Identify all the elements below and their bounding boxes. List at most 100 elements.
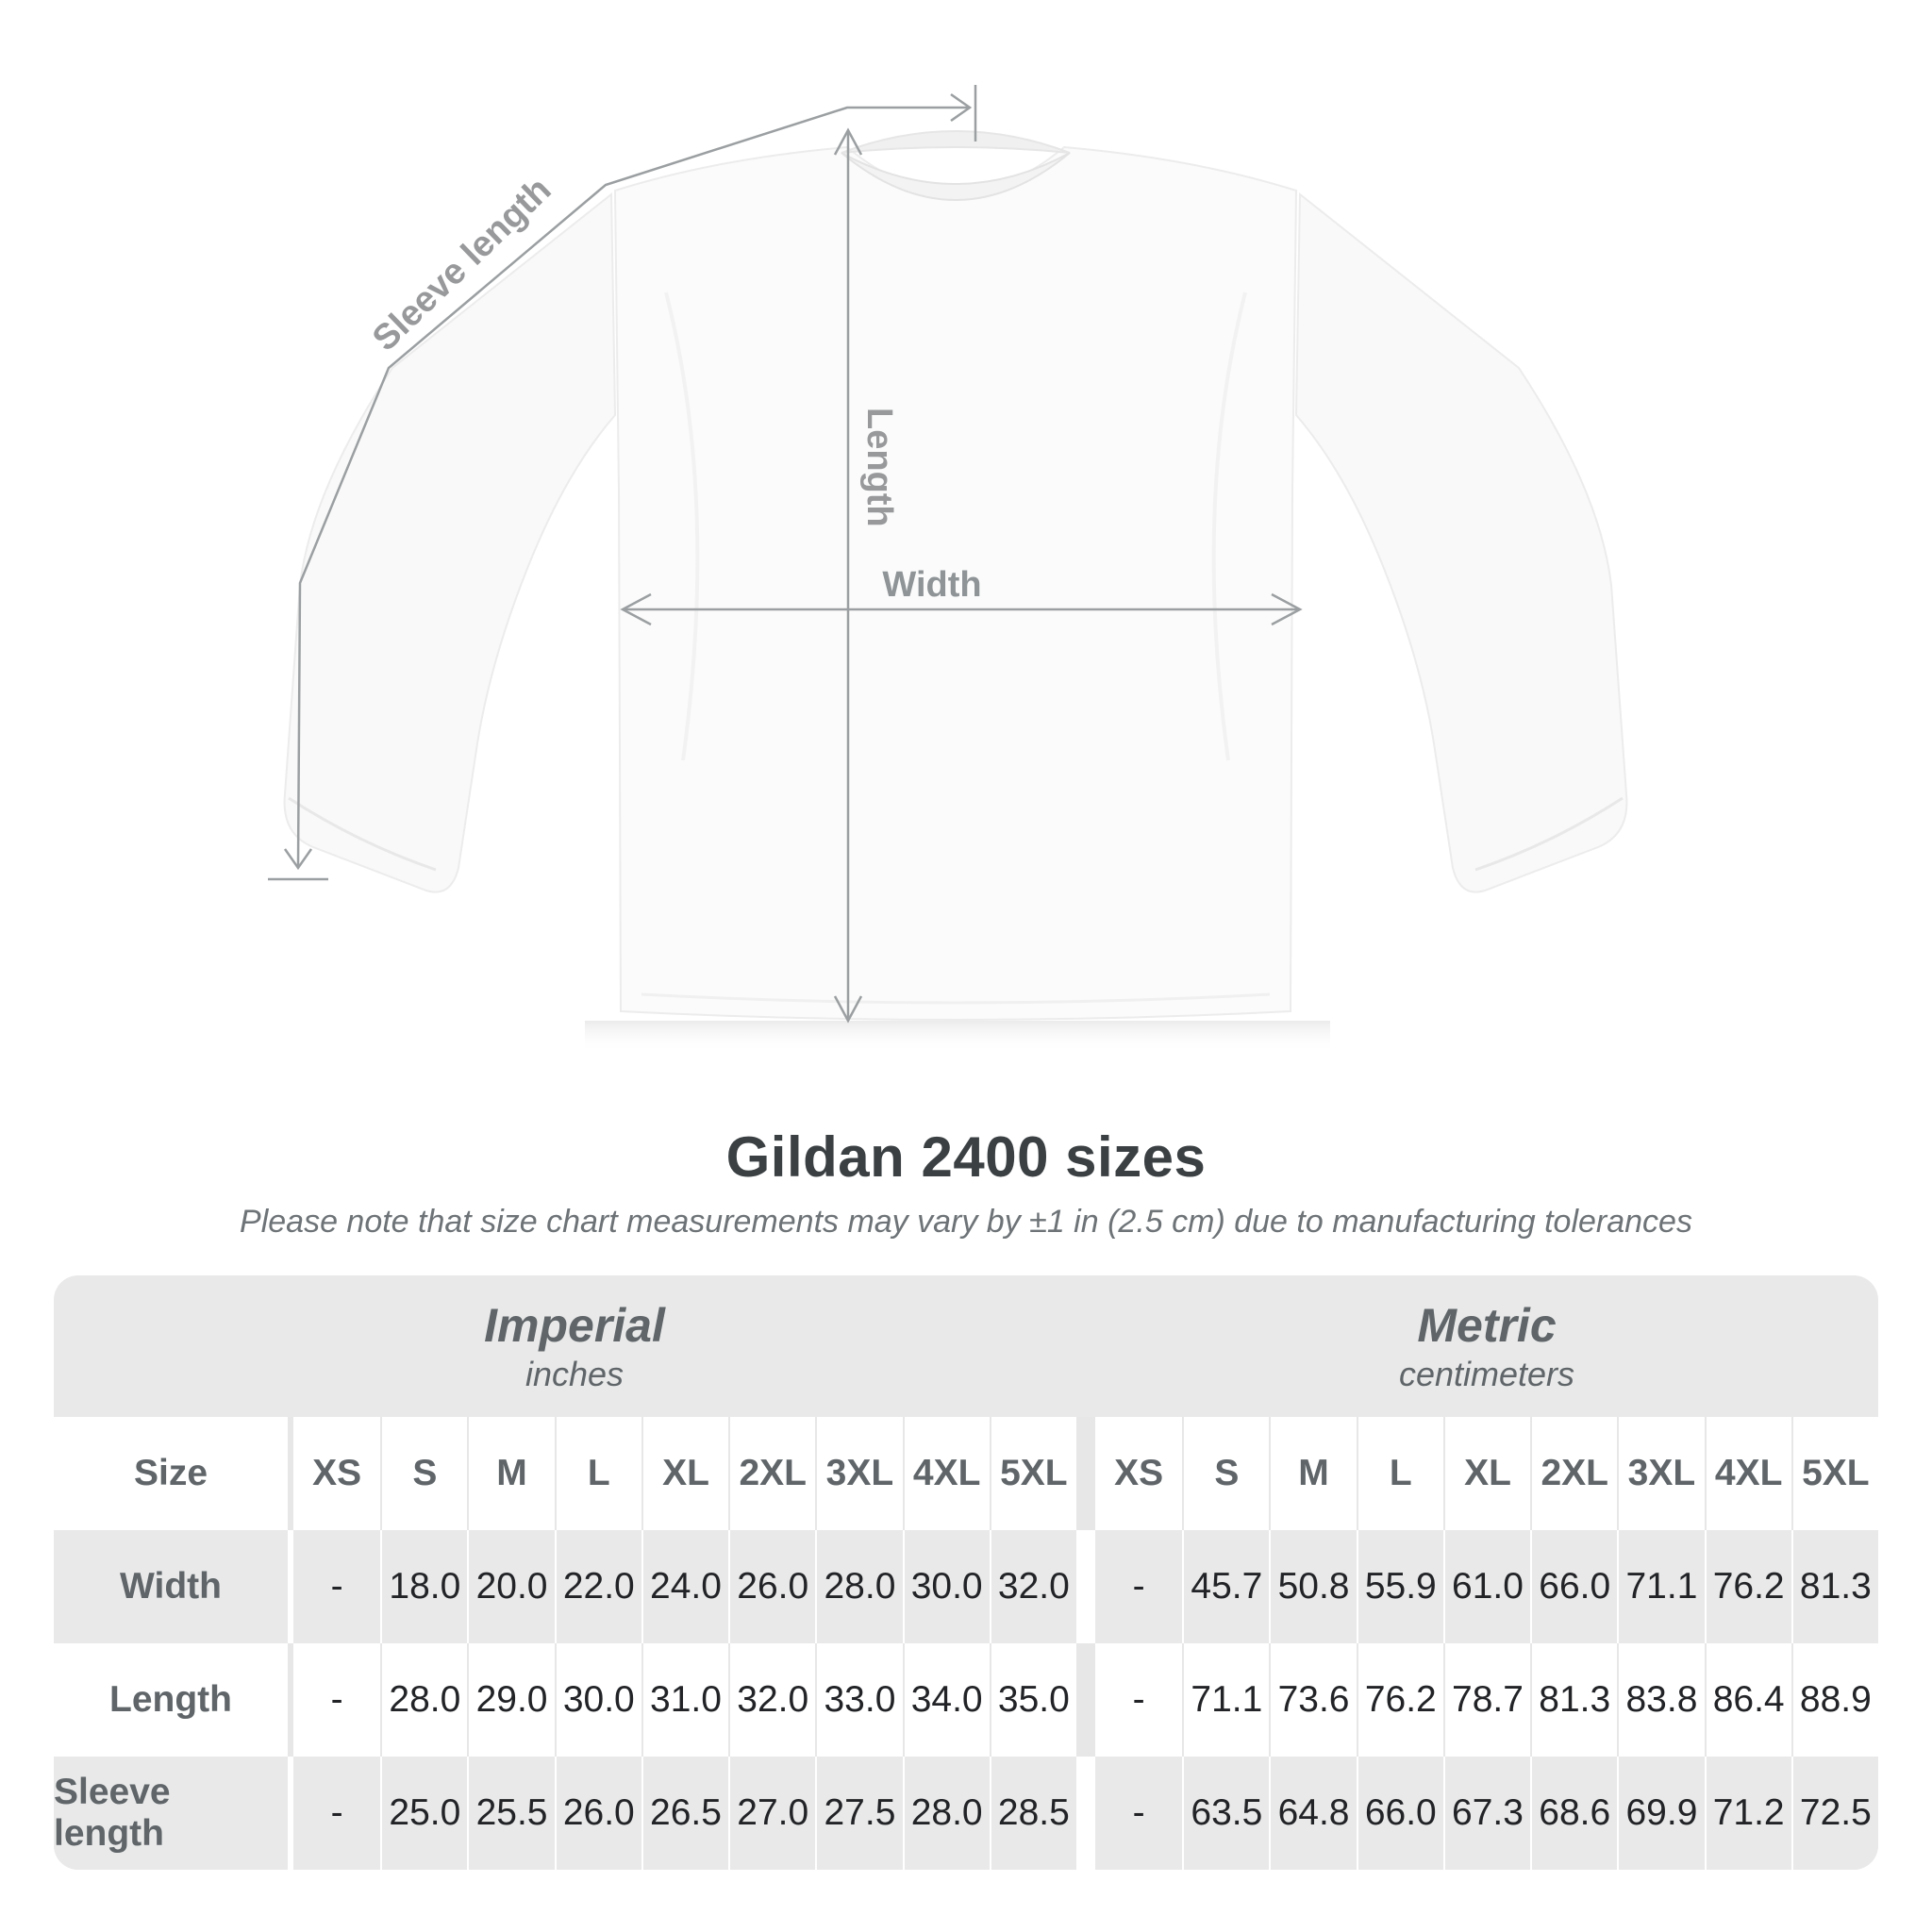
size-value: 27.5 [815, 1757, 902, 1870]
size-value: 26.0 [554, 1757, 641, 1870]
sleeve-length-line [296, 106, 970, 867]
size-value: 25.5 [467, 1757, 554, 1870]
size-value: 28.5 [989, 1757, 1076, 1870]
size-value: 68.6 [1530, 1757, 1617, 1870]
size-grid: Size XS S M L XL 2XL 3XL 4XL 5XL XS S M L XL 2XL 3XL 4XL 5… [54, 1417, 1878, 1870]
size-value: 86.4 [1704, 1643, 1791, 1757]
unit-band: Imperial inches Metric centimeters [54, 1275, 1878, 1417]
width-label: Width [882, 565, 981, 605]
size-value: 61.0 [1442, 1530, 1530, 1643]
shirt-collar-back [841, 130, 1071, 154]
size-header: XL [641, 1417, 728, 1530]
size-header: 2XL [728, 1417, 815, 1530]
size-header: M [1269, 1417, 1356, 1530]
length-arrowhead-down [833, 995, 863, 1024]
size-value: 30.0 [902, 1530, 990, 1643]
page-subtitle: Please note that size chart measurements… [240, 1204, 1692, 1240]
size-header: S [380, 1417, 467, 1530]
row-label: Sleeve length [54, 1772, 171, 1854]
size-value: - [330, 1792, 343, 1833]
size-value: 30.0 [554, 1643, 641, 1757]
product-diagram: Sleeve length Length Width [268, 85, 1628, 1053]
size-value: 71.1 [1182, 1643, 1269, 1757]
shirt-body [613, 145, 1298, 1021]
size-value: 34.0 [902, 1643, 990, 1757]
size-value: 83.8 [1617, 1643, 1704, 1757]
column-gap [1075, 1530, 1095, 1643]
row-label: Width [120, 1566, 222, 1607]
size-value: 50.8 [1269, 1530, 1356, 1643]
column-gap [1075, 1643, 1095, 1757]
size-value: 31.0 [641, 1643, 728, 1757]
size-value: 81.3 [1790, 1530, 1878, 1643]
size-value: 66.0 [1356, 1757, 1443, 1870]
size-value: 45.7 [1182, 1530, 1269, 1643]
shirt-collar-band [841, 152, 1071, 201]
size-value: 71.2 [1704, 1757, 1791, 1870]
length-arrowhead-up [833, 127, 863, 156]
column-gap [288, 1417, 293, 1530]
size-value: 67.3 [1442, 1757, 1530, 1870]
fold-line [1211, 291, 1247, 761]
size-value: 26.0 [728, 1530, 815, 1643]
left-cuff-seam [288, 796, 437, 872]
size-header: M [467, 1417, 554, 1530]
size-header: XS [1114, 1453, 1164, 1493]
size-value: 63.5 [1182, 1757, 1269, 1870]
row-label: Length [109, 1679, 232, 1720]
size-value: 24.0 [641, 1530, 728, 1643]
table-header-row: Size XS S M L XL 2XL 3XL 4XL 5XL XS S M L XL 2XL 3XL 4XL 5… [54, 1417, 1878, 1530]
metric-unit-label: centimeters [1398, 1355, 1575, 1394]
size-value: 28.0 [815, 1530, 902, 1643]
length-label: Length [859, 408, 899, 527]
size-value: 64.8 [1269, 1757, 1356, 1870]
fold-line [664, 291, 700, 761]
metric-unit-header: Metric centimeters [1095, 1275, 1878, 1417]
size-value: 72.5 [1790, 1757, 1878, 1870]
size-value: 20.0 [467, 1530, 554, 1643]
size-header: XS [312, 1453, 362, 1493]
table-row: Length -28.0 29.0 30.0 31.0 32.0 33.0 34.0 35.0-… [54, 1643, 1878, 1757]
size-header: L [554, 1417, 641, 1530]
size-value: 73.6 [1269, 1643, 1356, 1757]
page-title: Gildan 2400 sizes [725, 1125, 1207, 1189]
column-gap [288, 1757, 293, 1870]
size-value: - [330, 1679, 343, 1720]
column-gap [288, 1530, 293, 1643]
size-value: 33.0 [815, 1643, 902, 1757]
metric-label: Metric [1417, 1298, 1557, 1352]
size-value: 18.0 [380, 1530, 467, 1643]
shirt-diagram-svg: Sleeve length Length Width [268, 85, 1628, 1053]
size-header: 5XL [989, 1417, 1076, 1530]
size-column-header: Size [133, 1453, 208, 1493]
size-header: 4XL [1704, 1417, 1791, 1530]
hem-seam [641, 992, 1271, 1005]
size-header: L [1356, 1417, 1443, 1530]
shirt-shadow [585, 1021, 1330, 1053]
size-header: 3XL [815, 1417, 902, 1530]
table-row: Width -18.0 20.0 22.0 24.0 26.0 28.0 30.0 32.0-4… [54, 1530, 1878, 1643]
shirt-left-sleeve [283, 192, 617, 893]
right-cuff-seam [1474, 796, 1624, 872]
column-gap [288, 1643, 293, 1757]
size-header: S [1182, 1417, 1269, 1530]
size-header: 4XL [902, 1417, 990, 1530]
size-value: 55.9 [1356, 1530, 1443, 1643]
shirt-right-sleeve [1294, 192, 1628, 893]
imperial-unit-header: Imperial inches [54, 1275, 1095, 1417]
size-value: - [1132, 1566, 1145, 1607]
size-header: 2XL [1530, 1417, 1617, 1530]
size-value: 26.5 [641, 1757, 728, 1870]
size-value: 28.0 [902, 1757, 990, 1870]
size-value: 69.9 [1617, 1757, 1704, 1870]
size-value: - [1132, 1792, 1145, 1833]
imperial-label: Imperial [484, 1298, 665, 1352]
size-value: 66.0 [1530, 1530, 1617, 1643]
size-value: 32.0 [728, 1643, 815, 1757]
column-gap [1075, 1417, 1095, 1530]
sleeve-arrowhead-down [283, 848, 313, 871]
table-row: Sleeve length -25.0 25.5 26.0 26.5 27.0 27.5 28… [54, 1757, 1878, 1870]
size-value: 27.0 [728, 1757, 815, 1870]
size-value: 88.9 [1790, 1643, 1878, 1757]
